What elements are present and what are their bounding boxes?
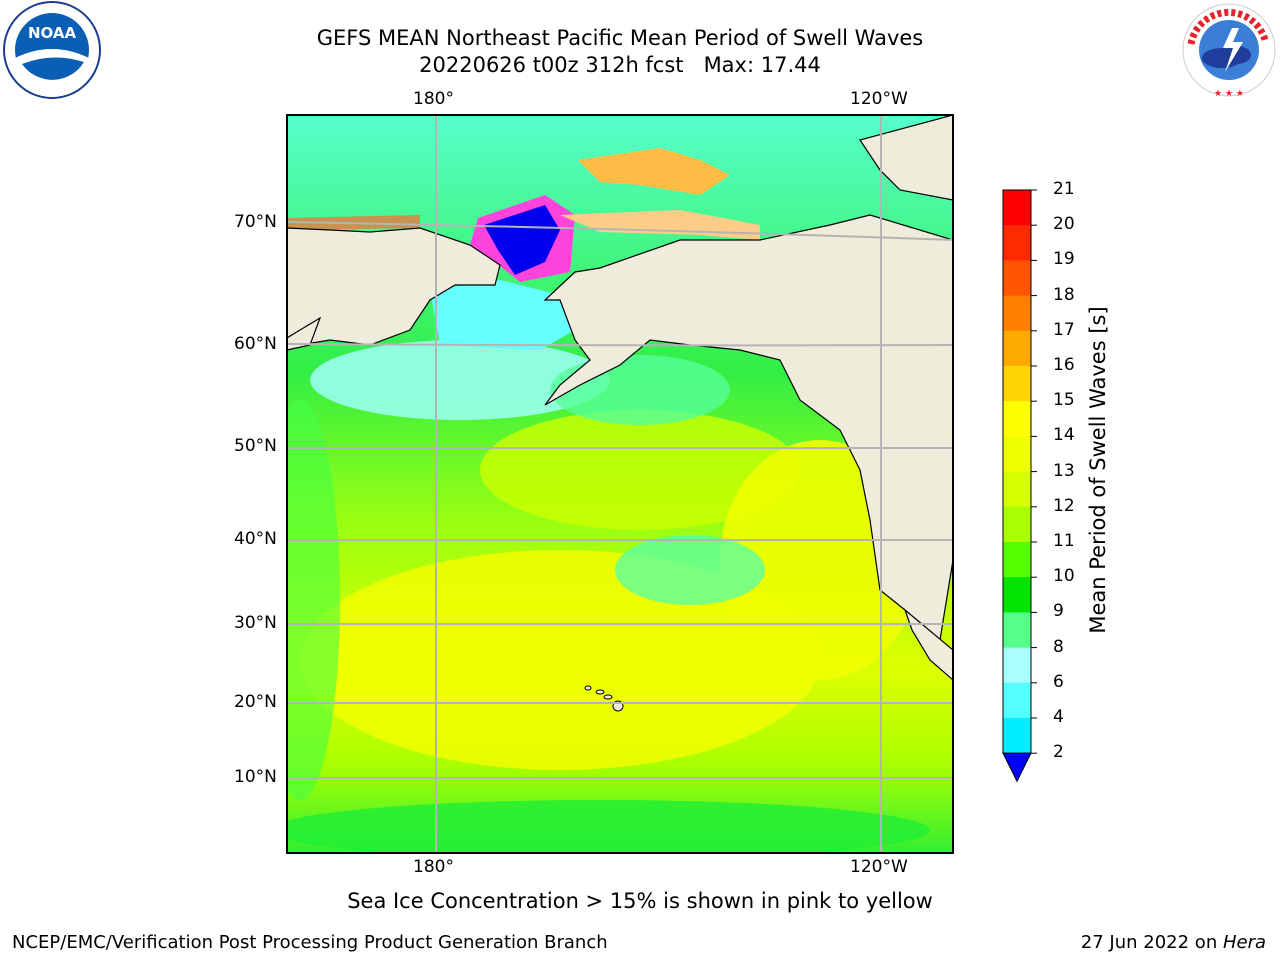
cyan-bering-patch <box>310 340 610 420</box>
colorbar-tick-label: 2 <box>1053 742 1064 763</box>
lat-label-50n: 50°N <box>234 436 277 456</box>
colorbar-tick-label: 19 <box>1053 249 1075 270</box>
cyan-gulf-patch <box>550 355 730 425</box>
colorbar-tick-label: 21 <box>1053 179 1075 199</box>
yellow-northeast-patch <box>480 410 800 530</box>
svg-text:NOAA: NOAA <box>28 24 77 42</box>
map-frame <box>286 114 954 854</box>
colorbar-tick-label: 12 <box>1053 495 1075 516</box>
lat-label-70n: 70°N <box>234 212 277 232</box>
colorbar-segment <box>1003 718 1031 754</box>
colorbar-segment <box>1003 436 1031 473</box>
colorbar-tick-label: 9 <box>1053 601 1064 622</box>
lat-label-30n: 30°N <box>234 613 277 633</box>
lat-label-40n: 40°N <box>234 529 277 549</box>
colorbar-segment <box>1003 577 1031 613</box>
colorbar-segment <box>1003 471 1031 508</box>
colorbar-tick-label: 8 <box>1053 636 1064 657</box>
lon-label-top-180: 180° <box>413 89 454 109</box>
map-gridlines <box>287 115 953 853</box>
colorbar-segment <box>1003 682 1031 719</box>
colorbar-segment <box>1003 190 1031 226</box>
colorbar-tick-label: 15 <box>1053 390 1075 411</box>
alaska-landmass <box>543 214 953 642</box>
colorbar-segment <box>1003 401 1031 437</box>
svg-text:★ ★ ★: ★ ★ ★ <box>1214 89 1244 99</box>
colorbar-tick-label: 17 <box>1053 319 1075 340</box>
green-west-band <box>287 400 340 800</box>
green-south-band <box>287 800 930 853</box>
footer-host: Hera <box>1222 932 1266 953</box>
colorbar-segment <box>1003 366 1031 402</box>
lon-label-top-120w: 120°W <box>850 89 908 109</box>
colorbar-title: Mean Period of Swell Waves [s] <box>1086 306 1110 634</box>
colorbar-segment <box>1003 225 1031 261</box>
colorbar-underflow-arrow <box>1002 752 1032 783</box>
colorbar-segment <box>1003 647 1031 684</box>
lat-label-20n: 20°N <box>234 692 277 712</box>
colorbar-segment <box>1003 295 1031 332</box>
footer-date: 27 Jun 2022 on Hera <box>1081 932 1266 953</box>
lat-label-60n: 60°N <box>234 334 277 354</box>
footer-date-text: 27 Jun 2022 on <box>1080 932 1223 953</box>
colorbar-tick-label: 13 <box>1053 460 1075 481</box>
chart-subtitle: 20220626 t00z 312h fcst Max: 17.44 <box>419 53 821 77</box>
sea-ice-note-text: Sea Ice Concentration > 15% is shown in … <box>347 889 933 913</box>
arctic-blue-region <box>484 205 560 275</box>
colorbar-tick-label: 20 <box>1053 214 1075 235</box>
colorbar-tick-label: 10 <box>1053 566 1075 587</box>
lon-label-bottom-180: 180° <box>413 857 454 877</box>
canada-arctic-islands <box>859 115 953 201</box>
lat-label-10n: 10°N <box>234 767 277 787</box>
chukchi-cyan <box>430 280 575 350</box>
noaa-logo: NOAA <box>3 1 101 99</box>
lon-label-bottom-120w: 120°W <box>850 857 908 877</box>
colorbar-tick-label: 4 <box>1053 707 1064 727</box>
colorbar-segment <box>1003 612 1031 649</box>
colorbar-segment <box>1003 260 1031 297</box>
colorbar-segment <box>1003 330 1031 367</box>
footer-credit: NCEP/EMC/Verification Post Processing Pr… <box>12 932 608 953</box>
cyan-mid-patch <box>615 535 765 605</box>
colorbar-tick-label: 14 <box>1053 425 1075 446</box>
colorbar-tick-label: 16 <box>1053 355 1075 375</box>
colorbar-segment <box>1003 506 1031 543</box>
colorbar-segment <box>1003 542 1031 578</box>
kamchatka-landmass <box>287 316 322 351</box>
colorbar <box>1002 189 1037 783</box>
sea-ice-band <box>578 148 730 195</box>
sea-ice-note: Sea Ice Concentration > 15% is shown in … <box>0 889 1280 913</box>
chart-title: GEFS MEAN Northeast Pacific Mean Period … <box>316 26 924 50</box>
mexico-landmass <box>903 608 953 681</box>
colorbar-tick-label: 18 <box>1053 284 1075 305</box>
nws-logo: ★ ★ ★ <box>1182 3 1276 99</box>
colorbar-tick-label: 6 <box>1053 671 1064 692</box>
colorbar-tick-label: 11 <box>1053 531 1075 551</box>
